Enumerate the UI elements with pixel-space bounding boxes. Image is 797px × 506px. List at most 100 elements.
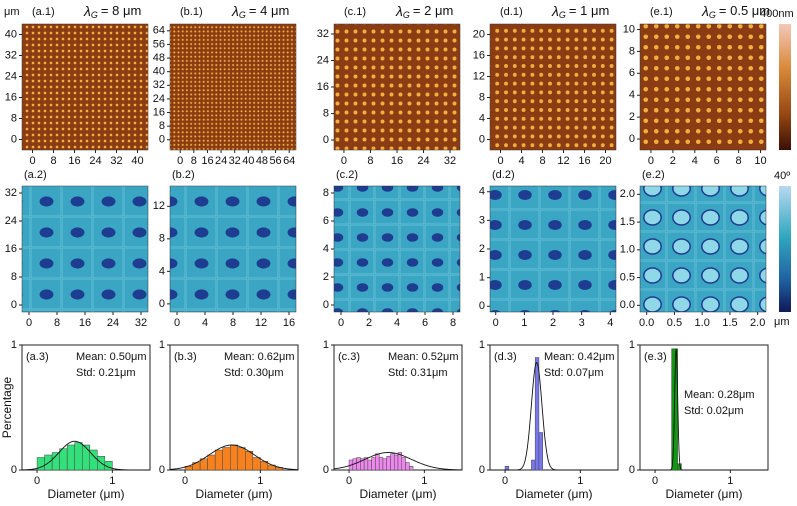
afm-image	[169, 185, 297, 313]
bar	[405, 462, 410, 471]
y-tick-label: 0	[11, 133, 17, 145]
x-tick-label: 6	[714, 155, 720, 167]
y-tick-label: 0.5	[620, 271, 635, 283]
x-axis-label: Diameter (μm)	[516, 487, 593, 501]
stats-label: Mean: 0.62μm	[224, 351, 295, 363]
bar	[214, 449, 223, 471]
x-tick-label: 3	[579, 317, 585, 329]
x-tick-label: 0	[497, 155, 503, 167]
y-tick-label: 1	[479, 272, 485, 284]
x-tick-label: 4	[202, 317, 208, 329]
afm-image	[489, 23, 617, 151]
x-tick-label: 0	[182, 475, 188, 487]
panel-label: (d.3)	[494, 351, 517, 363]
panel-label: (a.3)	[26, 351, 49, 363]
y-tick-label: 12	[473, 70, 485, 82]
afm-image	[169, 23, 297, 151]
y-tick-label: 0	[11, 299, 17, 311]
y-tick-label: 0.0	[620, 299, 635, 311]
x-tick-label: 0	[26, 317, 32, 329]
panel-label: (c.2)	[336, 169, 358, 181]
x-tick-label: 8	[50, 155, 56, 167]
afm-image	[489, 185, 617, 313]
y-tick-label: 1.0	[620, 244, 635, 256]
title-subscript: G	[403, 10, 410, 20]
bar	[386, 456, 391, 471]
colorbar	[779, 186, 791, 312]
y-tick-label: 6	[323, 215, 329, 227]
fit-curve	[490, 361, 618, 471]
afm-image	[333, 185, 461, 313]
panel-title: λG = 4 μm	[231, 3, 289, 21]
x-tick-label: 0	[648, 155, 654, 167]
panel-label: (b.2)	[172, 169, 195, 181]
y-tick-label: 8	[11, 112, 17, 124]
stats-label: Std: 0.07μm	[544, 367, 604, 379]
y-tick-label: 48	[153, 52, 165, 64]
y-tick-label: 8	[323, 187, 329, 199]
y-tick-label: 20	[473, 28, 485, 40]
bar	[534, 357, 540, 471]
stats-label: Mean: 0.28μm	[684, 389, 755, 401]
x-tick-label: 4	[518, 155, 524, 167]
y-tick-label: 8	[159, 120, 165, 132]
bar	[367, 459, 372, 471]
title-text: = 4 μm	[249, 3, 289, 18]
x-tick-label: 32	[135, 317, 147, 329]
title-subscript: G	[91, 10, 98, 20]
x-tick-label: 16	[79, 317, 91, 329]
panel-label: (a.1)	[32, 6, 55, 18]
bar	[252, 457, 261, 471]
y-tick-label: 16	[5, 243, 17, 255]
x-tick-label: 1	[577, 475, 583, 487]
afm-image	[639, 23, 767, 151]
x-tick-label: 0	[174, 317, 180, 329]
y-tick-label: 8	[323, 107, 329, 119]
plot-frame	[489, 344, 619, 471]
panel-label: (e.1)	[650, 6, 673, 18]
x-tick-label: 12	[557, 155, 569, 167]
bar	[229, 444, 239, 471]
y-tick-label: 16	[5, 91, 17, 103]
bar	[207, 454, 216, 471]
x-tick-label: 2.0	[750, 317, 765, 329]
fit-curve	[21, 440, 150, 471]
x-tick-label: 1	[521, 317, 527, 329]
x-tick-label: 40	[242, 155, 254, 167]
panel-label: (c.1)	[344, 6, 366, 18]
y-tick-label: 0	[323, 299, 329, 311]
x-tick-label: 48	[256, 155, 268, 167]
bar	[51, 452, 60, 471]
afm-image	[21, 185, 149, 313]
title-text: = 0.5 μm	[719, 3, 770, 18]
bar	[531, 459, 536, 471]
x-tick-label: 4	[607, 317, 613, 329]
y-tick-label: 1	[629, 339, 635, 351]
y-tick-label: 0	[323, 464, 329, 476]
panel-label: (d.2)	[492, 169, 515, 181]
x-tick-label: 8	[191, 155, 197, 167]
y-tick-label: 24	[317, 54, 329, 66]
fit-curve	[333, 452, 462, 471]
y-tick-label: 24	[5, 70, 17, 82]
x-tick-label: 24	[89, 155, 101, 167]
y-tick-label: 8	[479, 91, 485, 103]
plot-frame	[333, 344, 463, 471]
colorbar-label: μm	[774, 316, 790, 328]
y-tick-label: 3	[479, 214, 485, 226]
y-tick-label: 1	[479, 339, 485, 351]
y-tick-label: 40	[153, 66, 165, 78]
x-tick-label: 16	[201, 155, 213, 167]
panel-label: (d.1)	[500, 6, 523, 18]
y-tick-label: 2	[629, 111, 635, 123]
title-symbol: λ	[231, 3, 239, 19]
unit-label: μm	[4, 6, 20, 18]
stats-label: Mean: 0.42μm	[544, 351, 615, 363]
y-tick-label: 16	[473, 49, 485, 61]
x-tick-label: 10	[754, 155, 766, 167]
bar	[382, 458, 387, 471]
bar	[393, 454, 399, 471]
x-tick-label: 32	[444, 155, 456, 167]
y-tick-label: 0	[159, 298, 165, 310]
stats-label: Std: 0.30μm	[224, 367, 284, 379]
